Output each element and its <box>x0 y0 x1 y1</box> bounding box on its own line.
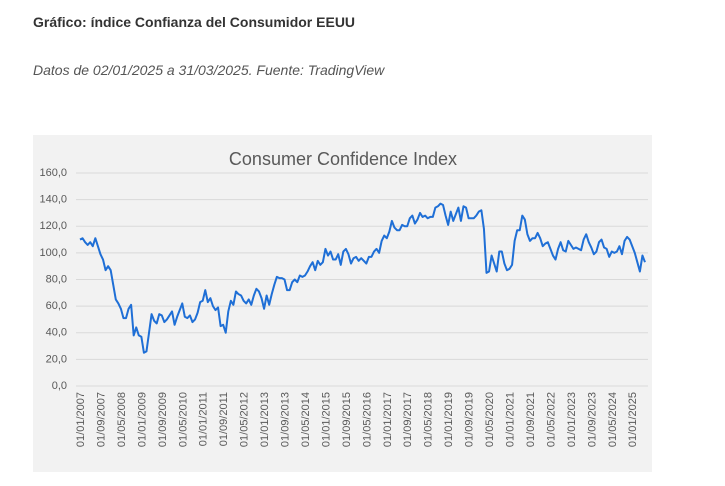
x-tick-label: 01/09/2021 <box>525 392 537 447</box>
x-tick-label: 01/01/2011 <box>198 392 210 446</box>
x-tick-label: 01/09/2019 <box>464 392 476 447</box>
y-tick-label: 160,0 <box>39 167 67 179</box>
page-subtitle: Datos de 02/01/2025 a 31/03/2025. Fuente… <box>33 62 385 78</box>
y-tick-label: 80,0 <box>46 273 67 285</box>
x-tick-label: 01/09/2011 <box>218 392 230 446</box>
x-tick-label: 01/09/2013 <box>280 392 292 447</box>
data-line <box>79 202 646 354</box>
y-tick-label: 100,0 <box>39 247 67 259</box>
x-tick-label: 01/05/2016 <box>361 392 373 447</box>
x-tick-label: 01/01/2021 <box>505 392 517 447</box>
x-tick-label: 01/01/2025 <box>627 392 639 447</box>
x-tick-label: 01/05/2022 <box>545 392 557 447</box>
x-tick-label: 01/05/2024 <box>607 392 619 447</box>
x-tick-label: 01/05/2014 <box>300 392 312 447</box>
x-tick-label: 01/05/2020 <box>484 392 496 447</box>
x-tick-label: 01/01/2007 <box>75 392 87 447</box>
y-tick-label: 20,0 <box>46 353 67 365</box>
x-tick-label: 01/05/2008 <box>116 392 128 447</box>
y-tick-label: 120,0 <box>39 220 67 232</box>
x-tick-label: 01/05/2010 <box>177 392 189 447</box>
chart-title: Consumer Confidence Index <box>229 149 457 169</box>
y-tick-label: 40,0 <box>46 327 67 339</box>
x-tick-label: 01/09/2009 <box>157 392 169 447</box>
x-tick-label: 01/01/2019 <box>443 392 455 447</box>
x-tick-label: 01/01/2023 <box>566 392 578 447</box>
x-tick-label: 01/09/2015 <box>341 392 353 447</box>
y-tick-label: 60,0 <box>46 300 67 312</box>
x-tick-label: 01/05/2018 <box>423 392 435 447</box>
x-tick-label: 01/01/2013 <box>259 392 271 447</box>
x-tick-label: 01/09/2007 <box>95 392 107 447</box>
x-tick-label: 01/05/2012 <box>239 392 251 447</box>
x-tick-label: 01/09/2023 <box>586 392 598 447</box>
y-tick-label: 0,0 <box>52 380 67 392</box>
y-tick-label: 140,0 <box>39 194 67 206</box>
x-tick-label: 01/01/2009 <box>136 392 148 447</box>
chart-background <box>33 135 652 472</box>
x-tick-label: 01/09/2017 <box>402 392 414 447</box>
x-tick-label: 01/01/2017 <box>382 392 394 447</box>
page-title: Gráfico: índice Confianza del Consumidor… <box>33 14 356 30</box>
x-tick-label: 01/01/2015 <box>320 392 332 447</box>
